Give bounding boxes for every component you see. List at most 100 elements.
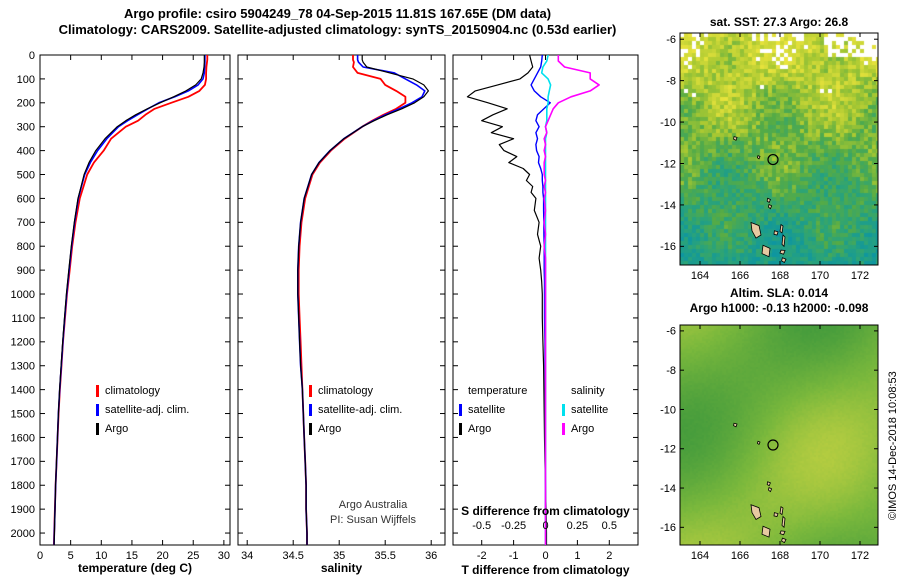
tick-label: -0.5 [472, 520, 491, 532]
tick-label: -14 [660, 483, 676, 495]
tick-label: 2 [606, 550, 612, 562]
tick-label: 1 [574, 550, 580, 562]
difference-profile-panel: -2 -1 0 1 2 -0.5 -0.25 0 0.25 0.5 [452, 54, 639, 562]
temperature-axis-label: temperature (deg C) [77, 561, 193, 575]
sla-map-title-line1: Altim. SLA: 0.014 [729, 286, 829, 300]
legend-label: climatology [105, 384, 161, 397]
difference-profile-series-s-argo [543, 55, 600, 545]
legend-item-s-satellite: satellite [562, 400, 608, 419]
annotation-line2: PI: Susan Wijffels [330, 514, 416, 526]
legend-item-climatology: climatology [309, 381, 402, 400]
tick-label: -12 [660, 444, 676, 456]
sla-map-image [680, 325, 878, 545]
legend-label: Argo [468, 422, 492, 435]
pi-annotation: Argo Australia PI: Susan Wijffels [303, 498, 443, 528]
tick-label: -6 [666, 326, 676, 338]
difference-legend-salinity: salinity satellite Argo [562, 381, 608, 438]
tick-label: 1100 [11, 313, 35, 325]
tick-label: -12 [660, 158, 676, 170]
sst-map-title: sat. SST: 27.3 Argo: 26.8 [709, 15, 849, 29]
tick-label: -0.25 [501, 520, 526, 532]
satellite-adj-line-swatch [96, 403, 99, 416]
tick-label: 1200 [11, 337, 35, 349]
legend-label: satellite-adj. clim. [318, 403, 403, 416]
tick-label: -16 [660, 522, 676, 534]
tick-label: 166 [731, 550, 749, 562]
salinity-profile-series-satellite-adj-clim- [296, 55, 426, 545]
tick-label: 1800 [11, 480, 35, 492]
climatology-line-swatch [96, 384, 99, 397]
argo-line-swatch [309, 422, 312, 435]
tick-label: -14 [660, 200, 676, 212]
legend-label: climatology [318, 384, 374, 397]
legend-label: satellite [468, 403, 506, 416]
s-difference-axis-label: S difference from climatology [461, 504, 630, 518]
tick-label: 1600 [11, 432, 35, 444]
tick-label: -16 [660, 241, 676, 253]
tick-label: 1700 [11, 456, 35, 468]
tick-label: 164 [691, 270, 709, 282]
tick-label: 700 [17, 217, 35, 229]
imos-credit: ©IMOS 14-Dec-2018 10:08:53 [887, 371, 899, 520]
panel-frame [39, 54, 231, 546]
tick-label: 168 [771, 550, 789, 562]
tick-label: 1400 [11, 384, 35, 396]
temperature-legend: climatology satellite-adj. clim. Argo [96, 381, 189, 438]
figure-title-line2: Climatology: CARS2009. Satellite-adjuste… [58, 22, 617, 37]
tick-label: -8 [666, 75, 676, 87]
difference-profile-series-t-satellite [530, 54, 551, 545]
sst-map-image [680, 33, 878, 265]
difference-legend-temperature: temperature satellite Argo [459, 381, 527, 438]
sla-map-title-line2: Argo h1000: -0.13 h2000: -0.098 [689, 301, 869, 315]
tick-label: 172 [851, 550, 869, 562]
temperature-profile-series-climatology [53, 55, 209, 546]
tick-label: 1900 [11, 504, 35, 516]
salinity-profile-series-argo [297, 55, 429, 545]
panel-frame [452, 54, 639, 546]
difference-profile-series-t-argo [466, 54, 548, 545]
tick-label: 168 [771, 270, 789, 282]
tick-label: -10 [660, 117, 676, 129]
s-satellite-line-swatch [562, 403, 565, 416]
tick-label: 1000 [11, 289, 35, 301]
tick-label: 172 [851, 270, 869, 282]
satellite-adj-line-swatch [309, 403, 312, 416]
legend-item-satellite-adj: satellite-adj. clim. [309, 400, 402, 419]
salinity-profile-panel: 34 34.5 35 35.5 36 [237, 54, 446, 562]
tick-label: 164 [691, 550, 709, 562]
legend-item-argo: Argo [96, 419, 189, 438]
tick-label: 170 [811, 550, 829, 562]
tick-label: -2 [477, 550, 487, 562]
tick-label: 166 [731, 270, 749, 282]
argo-line-swatch [96, 422, 99, 435]
legend-label: satellite [571, 403, 609, 416]
figure-title-line1: Argo profile: csiro 5904249_78 04-Sep-20… [123, 6, 552, 21]
legend-label: Argo [318, 422, 342, 435]
tick-label: 100 [17, 74, 35, 86]
legend-label: Argo [105, 422, 129, 435]
annotation-line1: Argo Australia [338, 499, 408, 511]
tick-label: 0 [542, 550, 548, 562]
legend-label: Argo [571, 422, 595, 435]
tick-label: 600 [17, 193, 35, 205]
t-satellite-line-swatch [459, 403, 462, 416]
tick-label: -10 [660, 404, 676, 416]
legend-item-satellite-adj: satellite-adj. clim. [96, 400, 189, 419]
t-difference-axis-label: T difference from climatology [461, 563, 630, 577]
climatology-line-swatch [309, 384, 312, 397]
t-argo-line-swatch [459, 422, 462, 435]
difference-profile-series-s-satellite [540, 54, 552, 545]
salinity-profile-series-climatology [297, 55, 407, 545]
legend-header-salinity: salinity [562, 381, 608, 400]
tick-label: 1500 [11, 408, 35, 420]
tick-label: 0 [29, 50, 35, 62]
tick-label: 500 [17, 169, 35, 181]
legend-item-argo: Argo [309, 419, 402, 438]
tick-label: 0.5 [602, 520, 617, 532]
tick-label: 2000 [11, 528, 35, 540]
salinity-axis-label: salinity [320, 561, 363, 575]
tick-label: 200 [17, 98, 35, 110]
tick-label: 900 [17, 265, 35, 277]
legend-item-climatology: climatology [96, 381, 189, 400]
